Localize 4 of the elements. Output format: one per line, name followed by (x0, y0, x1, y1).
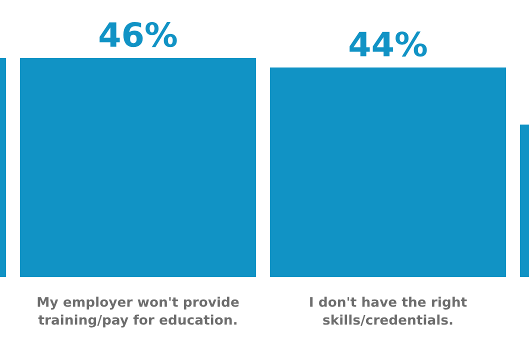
x-tick-label: My employer won't provide training/pay for education. (38, 296, 239, 328)
x-tick-label: I don't have the right skills/credentials. (310, 296, 467, 326)
data-label: 44% (350, 31, 427, 57)
data-label: 46% (100, 22, 177, 48)
